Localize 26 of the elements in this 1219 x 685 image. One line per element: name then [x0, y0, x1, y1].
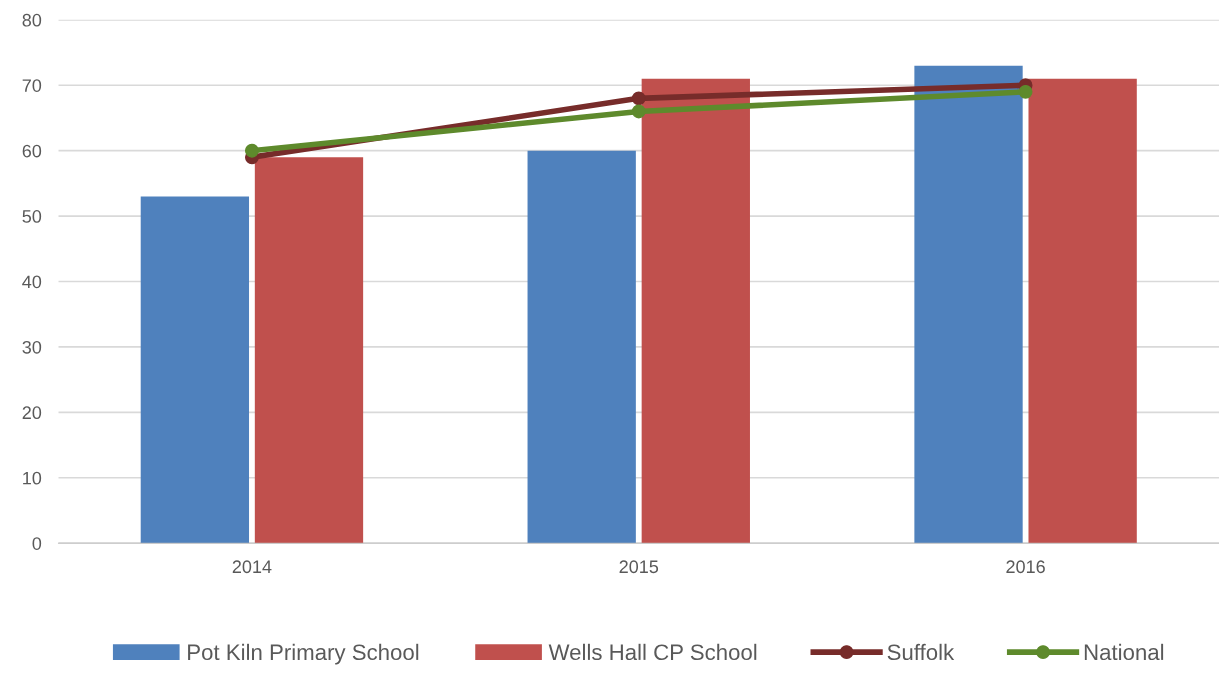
y-tick-label: 70 — [22, 79, 42, 92]
x-tick-label: 2014 — [232, 560, 272, 574]
point — [1018, 84, 1033, 99]
point — [244, 143, 259, 158]
y-tick-label: 80 — [22, 13, 42, 27]
y-tick-label: 30 — [22, 340, 42, 354]
legend-label: Pot Kiln Primary School — [188, 643, 419, 665]
bar — [254, 157, 364, 544]
y-tick-label: 20 — [22, 406, 42, 420]
y-tick-label: 60 — [22, 144, 42, 158]
bar — [914, 65, 1023, 544]
y-tick-label: 50 — [22, 210, 42, 223]
legend-label: National — [1084, 643, 1164, 661]
bar — [140, 196, 250, 544]
bar — [1028, 78, 1137, 544]
x-tick-label: 2015 — [619, 560, 659, 574]
y-tick-label: 0 — [32, 537, 42, 550]
point — [631, 104, 646, 119]
x-tick-label: 2016 — [1006, 560, 1045, 574]
bar — [641, 78, 750, 544]
bar — [527, 150, 636, 544]
point — [631, 91, 646, 106]
y-tick-label: 10 — [23, 471, 42, 485]
y-tick-label: 40 — [22, 275, 42, 289]
legend-label: Suffolk — [887, 643, 955, 661]
legend-label: Wells Hall CP School — [548, 643, 757, 661]
